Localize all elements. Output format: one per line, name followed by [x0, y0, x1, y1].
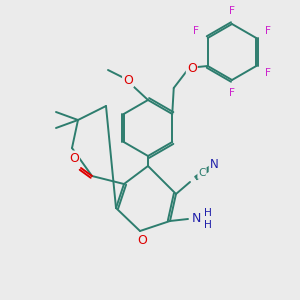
Text: H: H [204, 208, 212, 218]
Text: O: O [187, 61, 197, 74]
Text: C: C [198, 168, 206, 178]
Text: N: N [191, 212, 201, 226]
Text: F: F [265, 26, 271, 37]
Text: O: O [137, 235, 147, 248]
Text: F: F [229, 88, 235, 98]
Text: N: N [210, 158, 218, 172]
Text: O: O [69, 152, 79, 164]
Text: F: F [265, 68, 271, 77]
Text: F: F [229, 6, 235, 16]
Text: F: F [194, 26, 200, 37]
Text: H: H [204, 220, 212, 230]
Text: O: O [123, 74, 133, 86]
